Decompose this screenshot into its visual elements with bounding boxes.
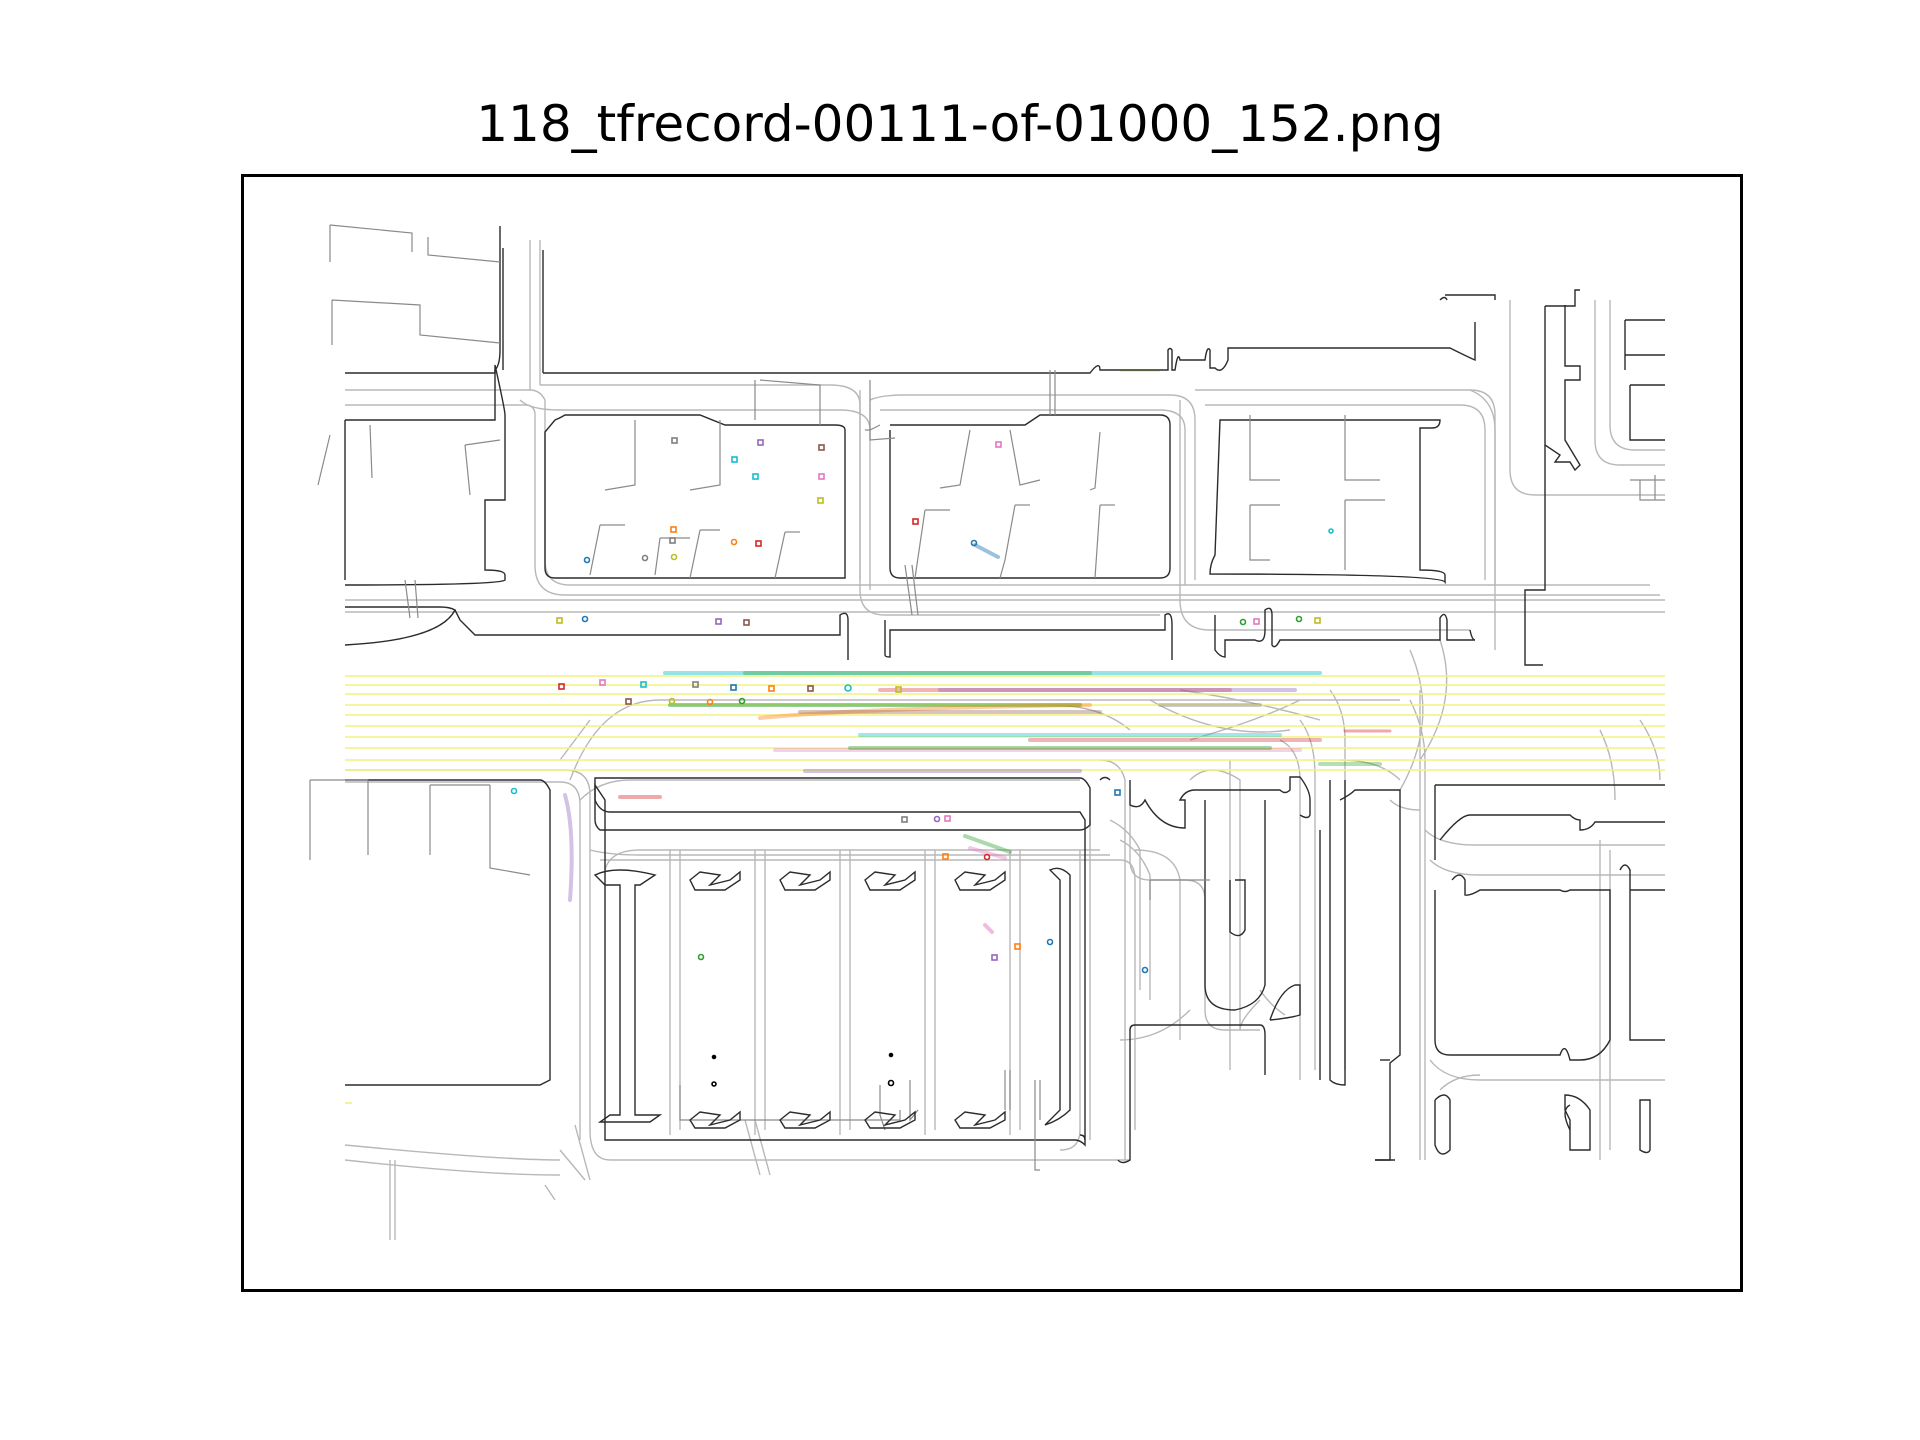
figure-title: 118_tfrecord-00111-of-01000_152.png [476,95,1444,153]
agent-markers [510,437,1334,1087]
lot-outlines [309,224,1665,1171]
road-lines [345,370,1665,1104]
plot-frame [241,174,1743,1292]
road-edges [344,226,1665,1164]
agent-trajectories [563,543,1392,934]
lane-centerlines [344,240,1665,1240]
parking-markings [593,867,1071,1129]
